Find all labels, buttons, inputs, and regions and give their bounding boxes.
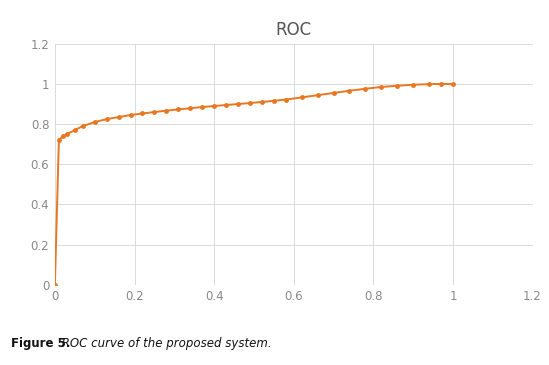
Title: ROC: ROC — [276, 22, 312, 39]
Text: ROC curve of the proposed system.: ROC curve of the proposed system. — [58, 337, 271, 350]
Text: Figure 5.: Figure 5. — [11, 337, 70, 350]
